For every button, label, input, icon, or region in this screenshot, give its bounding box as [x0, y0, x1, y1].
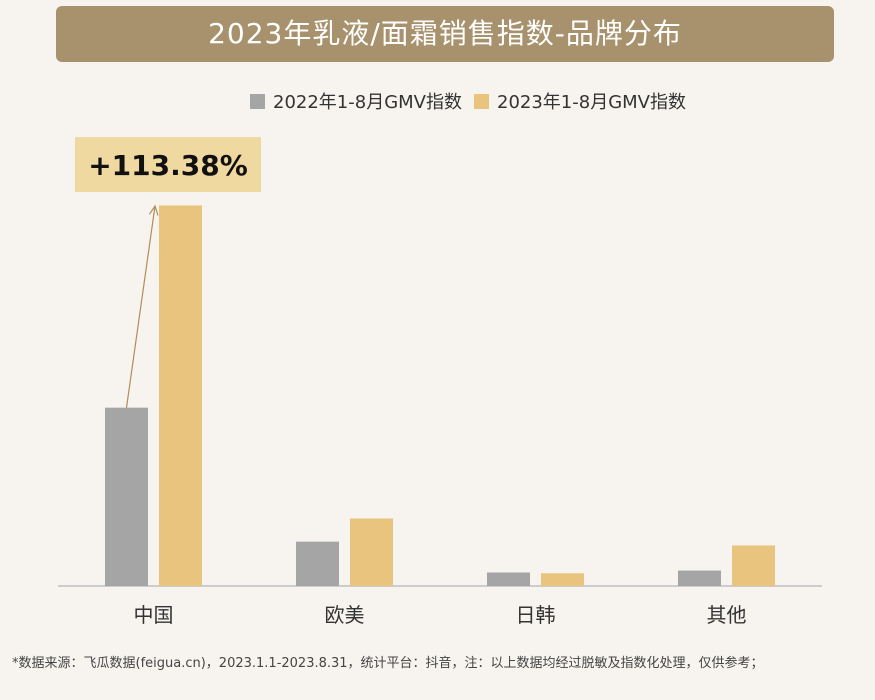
bar-2023-0	[159, 205, 202, 587]
legend-swatch-2022	[250, 93, 265, 109]
legend-label-2022: 2022年1-8月GMV指数	[273, 92, 462, 113]
bar-2023-2	[541, 573, 584, 586]
legend-item-2023: 2023年1-8月GMV指数	[474, 88, 686, 114]
annotation-box	[75, 137, 261, 192]
x-tick-label: 中国	[134, 603, 174, 627]
footnote: *数据来源：飞瓜数据(feigua.cn)，2023.1.1-2023.8.31…	[12, 656, 764, 671]
x-tick-label: 欧美	[325, 603, 365, 627]
annotation-label: +113.38%	[88, 149, 248, 182]
bar-2022-1	[296, 541, 339, 586]
legend-swatch-2023	[474, 93, 489, 109]
x-tick-label: 其他	[707, 603, 747, 627]
bar-2022-3	[678, 570, 721, 586]
bar-2023-3	[732, 545, 775, 586]
legend-item-2022: 2022年1-8月GMV指数	[250, 88, 462, 114]
bar-chart: 中国 欧美 日韩 其他 +113.38%	[58, 137, 822, 627]
bar-2023-1	[350, 518, 393, 586]
growth-arrow-line	[125, 205, 156, 408]
legend-label-2023: 2023年1-8月GMV指数	[497, 92, 686, 113]
bar-2022-0	[105, 407, 148, 586]
legend: 2022年1-8月GMV指数 2023年1-8月GMV指数	[250, 88, 686, 114]
x-tick-label: 日韩	[516, 603, 556, 627]
chart-title: 2023年乳液/面霜销售指数-品牌分布	[56, 6, 834, 62]
bar-2022-2	[487, 572, 530, 586]
growth-arrow-head	[148, 204, 159, 216]
